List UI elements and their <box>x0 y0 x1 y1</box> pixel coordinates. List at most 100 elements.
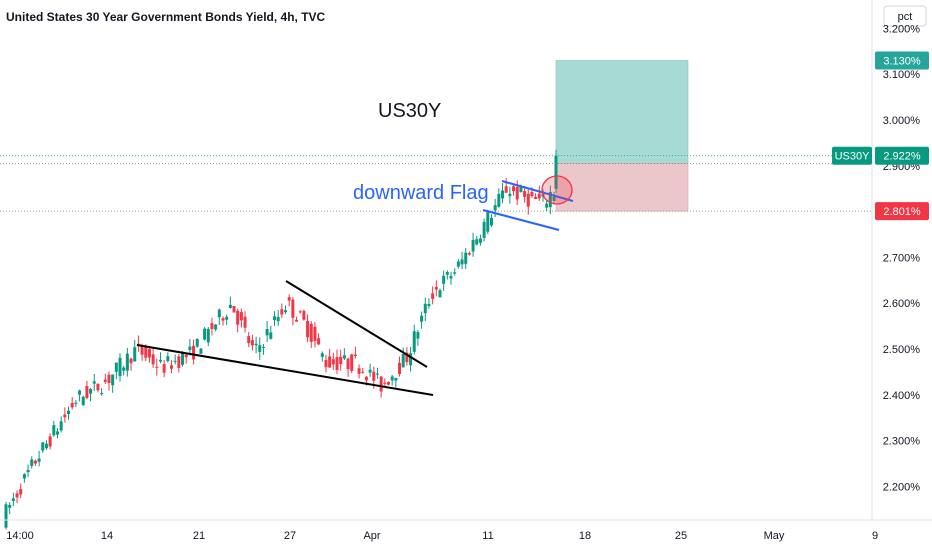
candle-body <box>166 356 170 362</box>
candle-body <box>107 374 111 384</box>
candle-body <box>136 343 140 345</box>
candle-body <box>19 489 23 495</box>
candle-body <box>317 338 321 345</box>
candle-body <box>26 469 30 473</box>
candle-body <box>445 271 449 275</box>
candle-body <box>523 191 527 197</box>
symbol-tag-label: US30Y <box>835 151 871 163</box>
candle-body <box>199 348 203 354</box>
price-tag: 2.801% <box>875 202 929 221</box>
candle-body <box>302 310 306 320</box>
candle-body <box>52 425 56 436</box>
candle-body <box>530 192 534 196</box>
candle-body <box>519 187 523 193</box>
candle-body <box>328 356 332 368</box>
candle-body <box>375 373 379 375</box>
candle-body <box>147 348 151 358</box>
y-tick-label: 2.600% <box>883 298 921 310</box>
candle-body <box>401 354 405 368</box>
candle-body <box>515 186 519 200</box>
breakout-circle <box>541 175 573 205</box>
candle-body <box>416 332 420 339</box>
candle-body <box>552 196 556 201</box>
candle-body <box>427 304 431 307</box>
candle-body <box>155 366 159 368</box>
candle-body <box>386 381 390 385</box>
y-tick-label: 2.500% <box>883 344 921 356</box>
chart-title: United States 30 Year Government Bonds Y… <box>6 10 326 24</box>
price-tag-bg <box>875 146 929 165</box>
candle-body <box>100 393 104 395</box>
candle-body <box>545 203 549 208</box>
candle-body <box>265 329 269 336</box>
candle-body <box>350 354 354 371</box>
candle-body <box>405 352 409 363</box>
candle-body <box>320 353 324 357</box>
x-tick-label: 21 <box>193 530 205 542</box>
flag-upper-line <box>501 180 574 202</box>
candle-body <box>291 299 295 318</box>
unit-box <box>883 5 927 27</box>
candle-body <box>280 309 284 315</box>
candle-body <box>467 253 471 255</box>
breakout-candle-body <box>554 155 558 189</box>
candle-body <box>254 343 258 346</box>
candle-body <box>63 414 67 418</box>
candle-body <box>423 303 427 314</box>
candle-body <box>214 324 218 330</box>
candle-body <box>453 272 457 274</box>
candle-body <box>486 212 490 232</box>
candle-body <box>239 312 243 321</box>
candle-body <box>460 259 464 265</box>
y-tick-label: 2.300% <box>883 436 921 448</box>
price-tag-label: 3.130% <box>883 55 921 67</box>
candle-body <box>478 238 482 243</box>
candle-body <box>497 193 501 207</box>
candle-body <box>335 357 339 370</box>
x-tick-label: Apr <box>363 530 380 542</box>
candle-body <box>177 356 181 368</box>
candle-body <box>394 377 398 381</box>
candle-body <box>295 319 299 322</box>
candle-body <box>129 358 133 364</box>
candle-body <box>298 311 302 313</box>
x-tick-label: 25 <box>675 530 687 542</box>
candle-body <box>8 504 12 508</box>
x-tick-label: 9 <box>872 530 878 542</box>
candle-body <box>184 354 188 358</box>
candle-body <box>420 315 424 322</box>
candle-body <box>125 353 129 371</box>
candle-body <box>383 382 387 384</box>
candle-body <box>475 239 479 245</box>
candle-body <box>353 354 357 356</box>
price-tag-label: 2.922% <box>883 151 921 163</box>
candle-body <box>55 431 59 435</box>
candle-body <box>364 376 368 381</box>
candle-body <box>287 297 291 301</box>
price-tag-bg <box>875 51 929 70</box>
candle-body <box>243 316 247 328</box>
x-tick-label: May <box>764 530 785 542</box>
candle-body <box>471 239 475 252</box>
candle-body <box>188 346 192 351</box>
candle-body <box>37 458 41 462</box>
candle-body <box>232 306 236 313</box>
candle-body <box>368 369 372 373</box>
candle-body <box>504 186 508 193</box>
candle-body <box>92 381 96 384</box>
candle-body <box>203 328 207 340</box>
candle-body <box>96 383 100 391</box>
candle-body <box>331 359 335 365</box>
candle-body <box>456 261 460 267</box>
candle-body <box>398 362 402 374</box>
candle-body <box>15 493 19 498</box>
candle-body <box>431 293 435 299</box>
candle-body <box>284 310 288 313</box>
candle-body <box>41 442 45 451</box>
candle-body <box>342 355 346 359</box>
candle-body <box>346 358 350 370</box>
candle-body <box>449 276 453 279</box>
candle-body <box>85 386 89 399</box>
candle-body <box>512 186 516 192</box>
